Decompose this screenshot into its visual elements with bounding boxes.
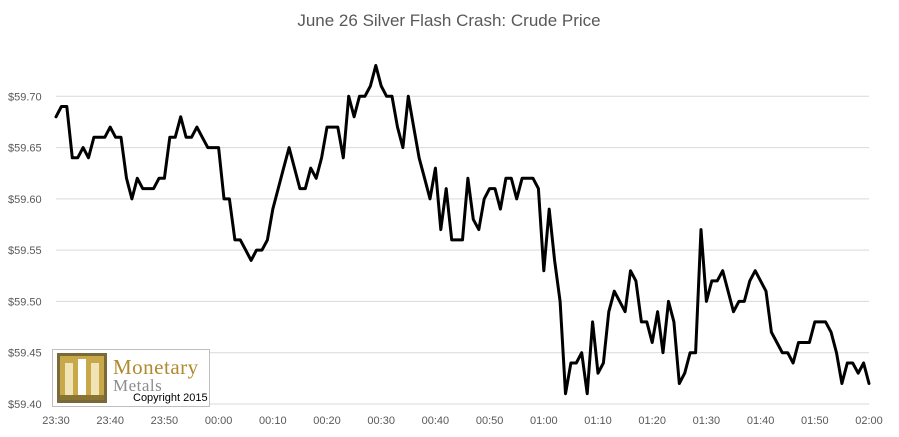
x-tick-label: 01:40 [747,415,775,427]
y-tick-label: $59.50 [8,296,42,308]
y-tick-label: $59.70 [8,91,42,103]
logo-word-monetary: Monetary [113,355,199,379]
x-tick-label: 00:30 [367,415,395,427]
x-tick-label: 01:50 [801,415,829,427]
logo-emblem-icon [57,353,107,403]
y-tick-label: $59.40 [8,399,42,411]
x-tick-label: 01:20 [638,415,666,427]
y-axis: $59.40 $59.45 $59.50 $59.55 $59.60 $59.65 $59.… [8,91,42,411]
x-tick-label: 01:00 [530,415,558,427]
y-tick-label: $59.60 [8,194,42,206]
gridlines [56,95,869,405]
x-tick-label: 23:30 [42,415,70,427]
x-tick-label: 00:40 [422,415,450,427]
series-line-crude-price [54,64,871,396]
x-tick-label: 00:00 [205,415,233,427]
x-tick-label: 00:20 [313,415,341,427]
x-tick-label: 23:50 [151,415,179,427]
x-tick-label: 00:10 [259,415,287,427]
x-tick-label: 01:30 [693,415,721,427]
x-tick-label: 02:00 [855,415,883,427]
monetary-metals-logo: Monetary Metals Copyright 2015 [52,349,210,407]
logo-word-metals: Metals [113,376,163,395]
x-axis: 23:30 23:40 23:50 00:00 00:10 00:20 00:30 00:40… [42,415,883,427]
x-tick-label: 00:50 [476,415,504,427]
logo-copyright: Copyright 2015 [133,392,208,404]
y-tick-label: $59.65 [8,143,42,155]
x-tick-label: 01:10 [584,415,612,427]
y-tick-label: $59.45 [8,348,42,360]
chart-title: June 26 Silver Flash Crash: Crude Price [297,11,600,30]
y-tick-label: $59.55 [8,245,42,257]
x-tick-label: 23:40 [96,415,124,427]
